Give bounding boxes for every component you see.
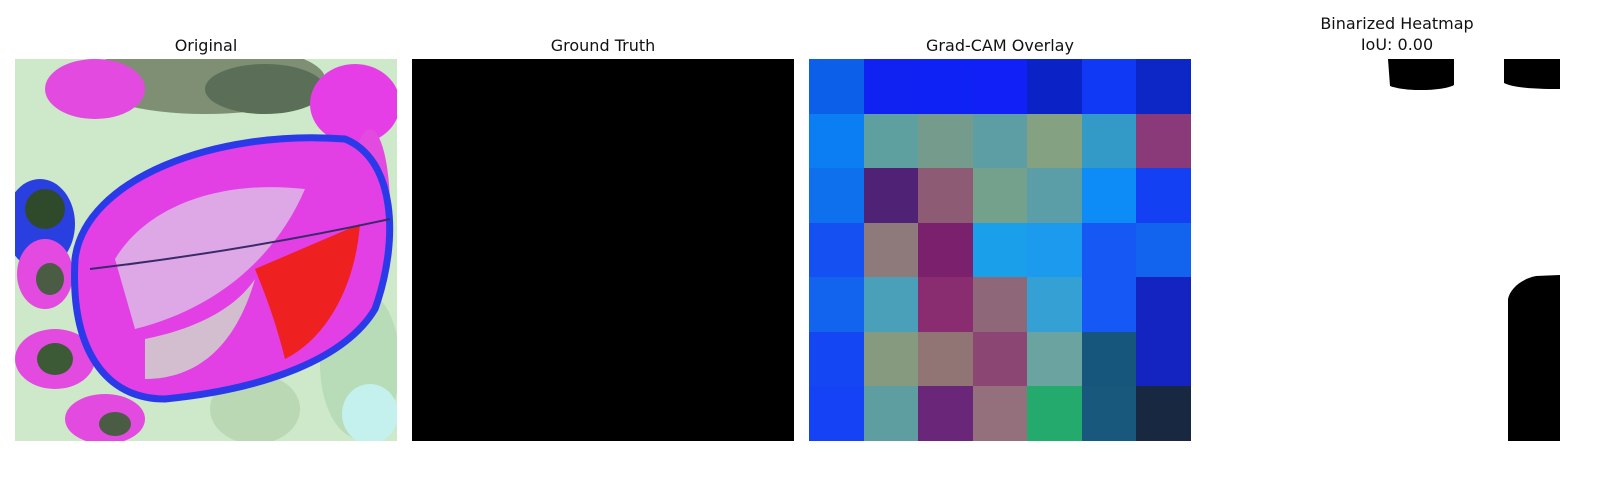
gradcam-cell [918, 168, 973, 223]
gradcam-cell [863, 59, 919, 114]
mask-region-bottom-right [1508, 275, 1560, 441]
gradcam-overlay-title: Grad-CAM Overlay [926, 36, 1074, 55]
gradcam-cell [1027, 331, 1082, 387]
gradcam-cell [809, 331, 864, 387]
mask-region-top-right [1504, 59, 1560, 89]
gradcam-cell [863, 113, 919, 169]
gradcam-cell [1081, 277, 1137, 332]
gradcam-cell [1136, 168, 1191, 223]
gradcam-cell [918, 277, 973, 332]
gradcam-cell [863, 222, 919, 278]
gradcam-cell [1136, 113, 1191, 169]
gradcam-cell [809, 113, 864, 169]
gradcam-cell [918, 113, 973, 169]
gradcam-cell [918, 386, 973, 441]
mask-region-top-left [1388, 59, 1454, 91]
gradcam-cell [1081, 222, 1137, 278]
gradcam-cell [809, 222, 864, 278]
gradcam-cell [1027, 59, 1082, 114]
gradcam-overlay-image [809, 59, 1191, 441]
gradcam-cell [1136, 277, 1191, 332]
gradcam-cell [918, 222, 973, 278]
gradcam-cell [863, 331, 919, 387]
gradcam-cell [972, 277, 1028, 332]
binarized-heatmap-title-line: Binarized Heatmap [1320, 14, 1474, 33]
gradcam-heat-grid [809, 59, 1191, 441]
binarized-heatmap-image [1206, 59, 1588, 441]
gradcam-cell [1136, 386, 1191, 441]
gradcam-cell [972, 59, 1028, 114]
gradcam-cell [1027, 113, 1082, 169]
binarized-heatmap-title: Binarized Heatmap IoU: 0.00 [1206, 13, 1588, 55]
gradcam-cell [1081, 386, 1137, 441]
gradcam-cell [863, 386, 919, 441]
binarized-mask-shapes [1388, 59, 1560, 441]
gradcam-cell [1027, 277, 1082, 332]
gradcam-cell [918, 59, 973, 114]
gradcam-cell [1081, 331, 1137, 387]
ground-truth-title: Ground Truth [550, 36, 656, 55]
gradcam-cell [972, 168, 1028, 223]
gradcam-cell [918, 331, 973, 387]
iou-score-label: IoU: 0.00 [1360, 35, 1434, 54]
gradcam-cell [863, 168, 919, 223]
gradcam-cell [1081, 168, 1137, 223]
gradcam-cell [1136, 59, 1191, 114]
gradcam-cell [809, 59, 864, 114]
gradcam-cell [1027, 222, 1082, 278]
gradcam-cell [1027, 386, 1082, 441]
gradcam-cell [1081, 59, 1137, 114]
original-image [15, 59, 397, 441]
gradcam-cell [863, 277, 919, 332]
gradcam-cell [1136, 222, 1191, 278]
gradcam-cell [1027, 168, 1082, 223]
original-title: Original [174, 36, 238, 55]
gradcam-cell [1081, 113, 1137, 169]
gradcam-cell [972, 331, 1028, 387]
ground-truth-mask [412, 59, 794, 441]
original-leaf-picture [15, 59, 397, 441]
gradcam-cell [809, 386, 864, 441]
gradcam-cell [809, 277, 864, 332]
gradcam-cell [972, 222, 1028, 278]
gradcam-cell [972, 113, 1028, 169]
gradcam-cell [809, 168, 864, 223]
gradcam-cell [972, 386, 1028, 441]
gradcam-cell [1136, 331, 1191, 387]
